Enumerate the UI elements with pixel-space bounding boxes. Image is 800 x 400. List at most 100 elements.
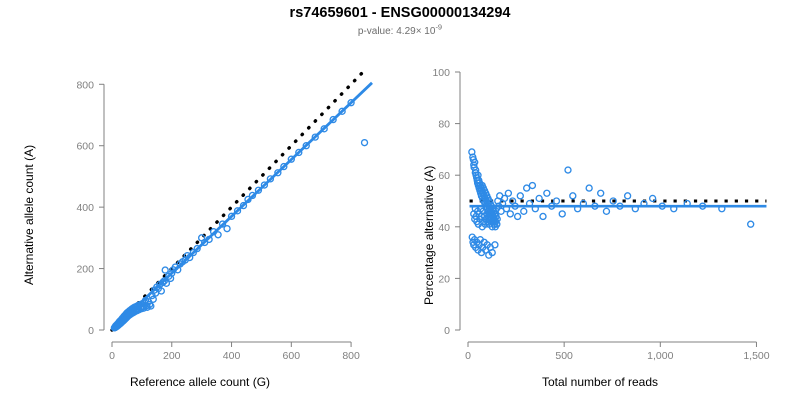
- data-point: [531, 205, 539, 213]
- data-point: [287, 155, 295, 163]
- right-x-axis-title: Total number of reads: [541, 375, 659, 389]
- data-point: [528, 181, 537, 190]
- data-point: [648, 194, 657, 203]
- data-point: [338, 107, 346, 115]
- data-point: [320, 125, 328, 133]
- x-axis-tick-label: 1,000: [647, 350, 673, 362]
- data-point: [302, 142, 310, 150]
- data-point: [223, 224, 231, 233]
- data-point: [525, 199, 534, 208]
- data-point: [631, 205, 639, 213]
- data-point: [159, 278, 167, 287]
- data-point: [491, 241, 499, 249]
- data-point: [591, 202, 599, 210]
- data-point: [513, 212, 522, 221]
- data-point: [623, 192, 632, 200]
- data-point: [698, 202, 707, 210]
- data-point: [193, 244, 201, 253]
- x-axis-tick-label: 600: [283, 350, 301, 362]
- data-point: [162, 279, 171, 287]
- data-point: [490, 220, 499, 228]
- y-axis-tick-label: 60: [438, 170, 450, 182]
- data-point: [295, 148, 303, 157]
- data-point: [539, 212, 547, 221]
- x-axis-tick-label: 1,500: [743, 350, 769, 362]
- data-point: [147, 302, 155, 310]
- data-point: [552, 197, 561, 205]
- data-point: [205, 235, 213, 244]
- p-value-exponent: -9: [435, 22, 443, 32]
- data-point: [233, 207, 242, 215]
- data-point: [471, 158, 479, 166]
- p-value-text: p-value: 4.29× 10: [357, 26, 436, 37]
- page-title: rs74659601 - ENSG00000134294: [289, 5, 511, 21]
- data-point: [360, 138, 369, 147]
- data-point: [347, 99, 355, 107]
- data-point: [616, 202, 624, 210]
- data-point: [506, 210, 514, 218]
- right-plot-svg: 0 20 40 60 80 100 0 500 1,000 1,500: [432, 67, 769, 362]
- data-point: [239, 201, 248, 210]
- left-y-axis-title: Alternative allele count (A): [22, 144, 36, 285]
- data-point: [602, 207, 611, 215]
- data-point: [579, 199, 588, 208]
- x-axis-tick-label: 800: [342, 350, 360, 362]
- y-axis-tick-label: 400: [76, 202, 94, 214]
- data-point: [254, 186, 263, 194]
- data-point: [543, 189, 551, 197]
- data-point: [218, 220, 227, 228]
- p-value-subtitle: p-value: 4.29× 10-9: [0, 22, 800, 37]
- y-axis-tick-label: 20: [438, 273, 450, 285]
- y-axis-tick-label: 200: [76, 264, 94, 276]
- y-axis-tick-label: 800: [76, 79, 94, 91]
- data-point: [522, 184, 531, 192]
- data-point: [161, 266, 169, 274]
- data-point-group: [468, 148, 755, 259]
- x-axis-tick-label: 400: [223, 350, 241, 362]
- data-point: [564, 166, 572, 174]
- data-point: [520, 207, 528, 215]
- data-point: [174, 266, 182, 274]
- right-y-axis-title: Percentage alternative (A): [422, 165, 436, 305]
- data-point: [683, 199, 691, 208]
- data-point: [488, 248, 496, 257]
- data-point: [511, 202, 519, 210]
- x-axis-tick-label: 0: [465, 350, 471, 362]
- data-point: [718, 205, 726, 213]
- data-point: [474, 171, 482, 179]
- data-point: [266, 175, 275, 183]
- data-point: [227, 212, 236, 221]
- data-point: [670, 205, 678, 213]
- data-point: [597, 189, 605, 197]
- left-x-axis-title: Reference allele count (G): [129, 375, 271, 389]
- data-point: [535, 194, 543, 203]
- data-point: [274, 169, 282, 177]
- left-scatter-panel: 0 200 400 600 800 0 200 400 600 800 Reference all…: [0, 50, 400, 400]
- data-point: [504, 189, 513, 197]
- x-axis-tick-label: 500: [555, 350, 573, 362]
- data-point: [516, 192, 524, 200]
- data-point: [329, 115, 337, 124]
- left-plot-svg: 0 200 400 600 800 0 200 400 600 800: [76, 70, 373, 362]
- data-point: [260, 181, 269, 189]
- data-point: [280, 162, 288, 171]
- data-point: [214, 231, 222, 239]
- data-point: [658, 202, 666, 210]
- data-point: [747, 220, 755, 228]
- data-point: [585, 184, 593, 192]
- data-point: [149, 295, 157, 303]
- data-point: [468, 148, 476, 156]
- data-point: [248, 191, 257, 200]
- identity-line: [110, 70, 365, 332]
- data-point: [547, 202, 556, 210]
- x-axis-tick-label: 0: [109, 350, 115, 362]
- data-point: [490, 215, 498, 223]
- data-point: [609, 197, 617, 205]
- data-point: [145, 300, 154, 309]
- data-point: [640, 199, 648, 208]
- y-axis-tick-label: 80: [438, 119, 450, 131]
- data-point: [157, 287, 165, 295]
- data-point-group: [110, 99, 369, 332]
- y-axis-tick-label: 40: [438, 222, 450, 234]
